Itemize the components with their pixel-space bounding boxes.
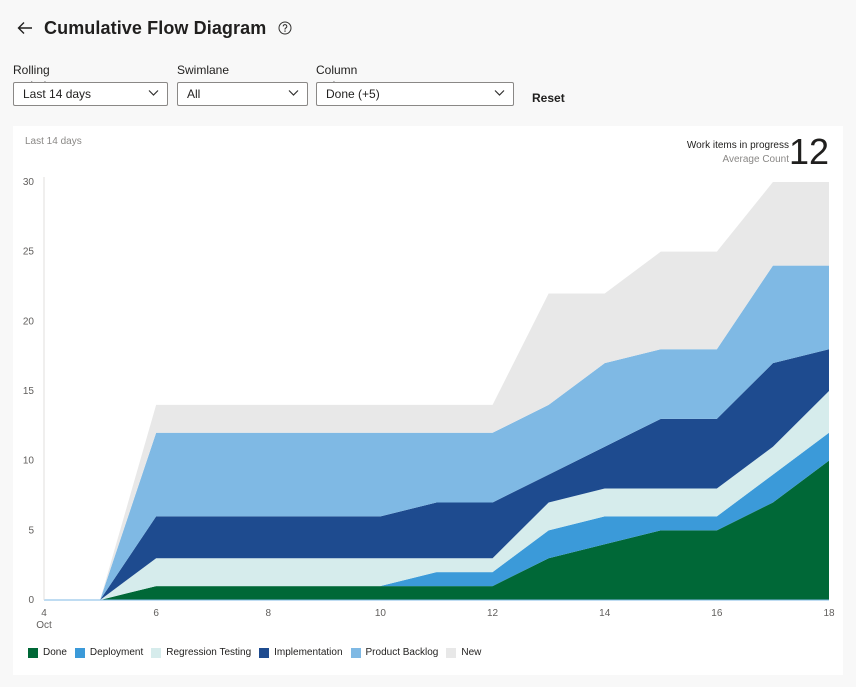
legend-label: Implementation [274,647,343,658]
x-tick-label: 6 [153,608,159,619]
legend-swatch [74,647,85,658]
reset-button[interactable]: Reset [532,91,565,105]
area-deployment [44,432,829,600]
legend-swatch [151,647,162,658]
legend-label: Regression Testing [166,647,252,658]
y-tick-label: 10 [23,456,35,467]
rolling-period-value: Last 14 days [23,87,92,101]
period-label: Last 14 days [25,136,82,147]
swimlane-filter: Swimlane All [177,62,308,106]
legend-swatch [446,647,457,658]
x-tick-label: 12 [487,608,499,619]
legend-item-new[interactable]: New [446,647,481,658]
chevron-down-icon [494,90,505,96]
wip-count: 12 [788,131,829,172]
y-tick-label: 30 [23,177,35,188]
chart-legend: Done Deployment Regression Testing Implemen… [28,647,489,658]
legend-label: Deployment [89,647,144,658]
help-button[interactable] [278,21,292,35]
legend-swatch [259,647,270,658]
legend-swatch [28,647,38,658]
rolling-period-filter: Rolling period Last 14 days [13,62,168,106]
y-tick-label: 5 [28,525,34,536]
wip-title: Work items in progress [686,140,789,151]
legend-item-product-backlog[interactable]: Product Backlog [350,647,439,658]
y-tick-label: 25 [23,247,35,258]
column-options-filter: Column options Done (+5) [316,62,514,106]
legend-item-implementation[interactable]: Implementation [259,647,343,658]
back-button[interactable] [14,17,36,39]
legend-swatch [350,647,361,658]
x-tick-label: 16 [711,608,723,619]
y-tick-label: 15 [23,386,35,397]
legend-item-deployment[interactable]: Deployment [74,647,144,658]
column-options-dropdown[interactable]: Done (+5) [316,82,514,106]
page-title: Cumulative Flow Diagram [44,17,267,38]
swimlane-dropdown[interactable]: All [177,82,308,106]
swimlane-value: All [187,87,201,101]
wip-subtitle: Average Count [722,154,789,165]
wip-summary: Work items in progress Average Count [687,139,789,167]
legend-item-regression-testing[interactable]: Regression Testing [151,647,251,658]
x-month-label: Oct [36,620,52,631]
legend-label: Product Backlog [365,647,439,658]
area-implementation [44,349,829,600]
chevron-down-icon [148,90,159,96]
chevron-down-icon [288,90,299,96]
chart-card: Last 14 days Work items in progress Aver… [13,126,843,675]
cumulative-flow-chart: 0 5 10 15 20 25 30 4 6 8 10 12 14 16 18 Oct [23,177,835,631]
legend-label: Done [43,647,67,658]
rolling-period-label: Rolling period [13,63,50,93]
page-header: Cumulative Flow Diagram [14,14,292,42]
x-tick-label: 18 [823,608,835,619]
column-options-label: Column options [316,63,358,93]
legend-label: New [461,647,482,658]
help-icon [278,21,292,35]
legend-item-done[interactable]: Done [28,647,67,658]
y-tick-label: 20 [23,316,35,327]
area-new [44,182,829,600]
x-tick-label: 14 [599,608,611,619]
x-tick-label: 8 [266,608,272,619]
column-options-value: Done (+5) [326,87,380,101]
swimlane-label: Swimlane [177,63,230,77]
rolling-period-dropdown[interactable]: Last 14 days [13,82,168,106]
y-tick-label: 0 [28,595,34,606]
arrow-left-icon [17,22,32,34]
x-tick-label: 4 [41,608,47,619]
x-tick-label: 10 [375,608,387,619]
area-done [44,460,829,600]
